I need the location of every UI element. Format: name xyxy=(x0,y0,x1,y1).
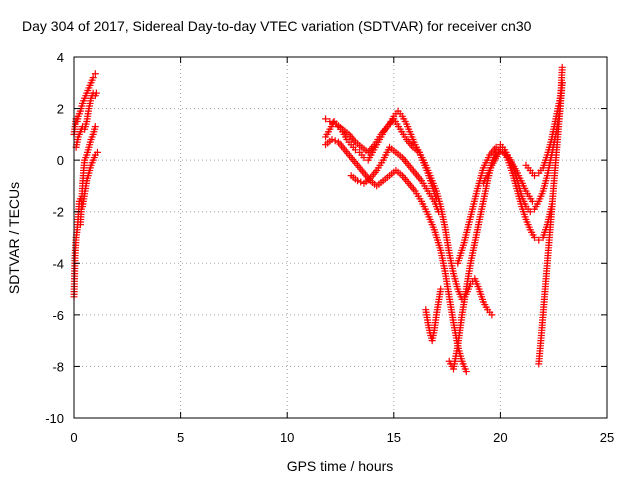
series-arc-i xyxy=(347,143,443,216)
series-layer xyxy=(70,63,566,376)
tick-layer: 0 5 10 15 20 25 -10 -8 -6 -4 -2 0 2 4 xyxy=(45,50,614,445)
series-arc-l xyxy=(454,63,566,267)
x-tick-label: 15 xyxy=(387,430,401,445)
series-arc-g xyxy=(322,107,440,203)
data-point xyxy=(437,285,445,293)
data-point xyxy=(488,311,496,319)
data-point xyxy=(322,115,330,123)
chart-title: Day 304 of 2017, Sidereal Day-to-day VTE… xyxy=(22,18,532,34)
data-point xyxy=(331,137,339,145)
y-tick-label: 0 xyxy=(57,153,64,168)
x-tick-label: 0 xyxy=(70,430,77,445)
series-arc-o xyxy=(535,79,566,368)
data-point xyxy=(558,63,566,71)
y-tick-label: -2 xyxy=(52,205,64,220)
y-axis-label: SDTVAR / TECUs xyxy=(6,182,22,294)
data-point xyxy=(91,70,99,78)
data-point xyxy=(531,234,539,241)
series-arc-j xyxy=(422,285,445,345)
data-point xyxy=(89,74,97,82)
y-tick-label: 2 xyxy=(57,102,64,117)
y-tick-label: 4 xyxy=(57,50,64,65)
data-point xyxy=(526,208,534,216)
data-point xyxy=(558,79,566,87)
series-arc-m xyxy=(479,146,536,205)
y-tick-label: -6 xyxy=(52,308,64,323)
data-point xyxy=(92,89,100,97)
x-tick-label: 25 xyxy=(600,430,614,445)
x-tick-label: 5 xyxy=(177,430,184,445)
data-point xyxy=(435,208,443,216)
x-tick-label: 10 xyxy=(280,430,294,445)
y-tick-label: -8 xyxy=(52,359,64,374)
data-point xyxy=(535,236,543,244)
y-tick-label: -4 xyxy=(52,256,64,271)
data-point xyxy=(531,172,539,180)
y-tick-label: -10 xyxy=(45,411,64,426)
data-point xyxy=(93,148,101,156)
data-point xyxy=(492,143,500,151)
data-point xyxy=(351,146,359,154)
data-point xyxy=(91,123,99,131)
series-arc-e xyxy=(79,148,101,211)
series-arc-c xyxy=(72,89,100,151)
data-point xyxy=(462,368,470,376)
plot-frame xyxy=(73,56,608,419)
data-point xyxy=(528,197,536,205)
data-point xyxy=(354,177,362,185)
x-axis-label: GPS time / hours xyxy=(287,458,394,474)
data-point xyxy=(328,136,336,144)
x-tick-label: 20 xyxy=(493,430,507,445)
grid-layer xyxy=(74,57,607,418)
